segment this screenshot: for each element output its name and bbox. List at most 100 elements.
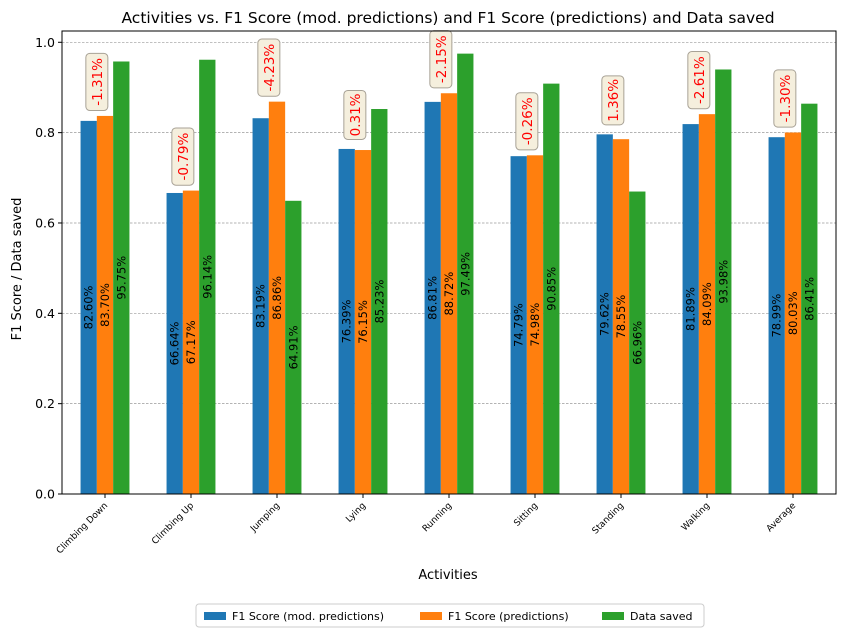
x-tick-label: Sitting bbox=[512, 501, 540, 529]
x-axis-label: Activities bbox=[418, 568, 478, 583]
y-tick-label: 0.0 bbox=[35, 487, 55, 502]
bar bbox=[424, 101, 441, 495]
difference-annotation: -1.30% bbox=[773, 69, 797, 128]
bar-value-label: 74.79% bbox=[512, 303, 526, 347]
bar-value-label: 86.81% bbox=[426, 276, 440, 320]
bar-value-label: 88.72% bbox=[442, 272, 456, 316]
difference-annotation: -1.31% bbox=[85, 52, 109, 112]
difference-annotation: -2.15% bbox=[429, 30, 453, 89]
difference-box bbox=[343, 89, 367, 140]
bar bbox=[354, 150, 372, 494]
y-tick-label: 0.8 bbox=[35, 125, 55, 140]
bars bbox=[80, 53, 818, 495]
legend-swatch bbox=[420, 612, 442, 620]
legend-frame bbox=[195, 603, 705, 628]
difference-box bbox=[601, 75, 625, 126]
bar-value-label: 97.49% bbox=[458, 252, 472, 296]
difference-label: -4.23% bbox=[262, 44, 278, 92]
bar bbox=[182, 190, 200, 494]
x-tick-label: Standing bbox=[591, 501, 626, 536]
bar-value-label: 76.39% bbox=[340, 299, 354, 343]
bar-value-label: 78.99% bbox=[770, 294, 784, 338]
difference-box bbox=[171, 127, 195, 186]
legend-label: F1 Score (mod. predictions) bbox=[232, 610, 384, 623]
y-tick-label: 0.6 bbox=[35, 215, 55, 230]
difference-box bbox=[257, 38, 281, 97]
bar bbox=[596, 134, 613, 494]
difference-label: -1.30% bbox=[778, 74, 794, 122]
bar bbox=[526, 155, 544, 494]
bar bbox=[510, 156, 527, 494]
y-tick-label: 1.0 bbox=[35, 35, 55, 50]
bar-value-label: 64.91% bbox=[286, 325, 300, 369]
bar-value-label: 81.89% bbox=[684, 287, 698, 331]
y-tick-label: 0.4 bbox=[35, 306, 55, 321]
bar bbox=[199, 59, 216, 495]
y-axis-label: F1 Score / Data saved bbox=[10, 198, 25, 341]
y-tick-label: 0.2 bbox=[35, 396, 55, 411]
bar-value-label: 78.55% bbox=[614, 295, 628, 339]
bar-value-label: 95.75% bbox=[114, 256, 128, 300]
bar bbox=[457, 53, 474, 495]
difference-label: -1.31% bbox=[90, 58, 106, 106]
bar-value-label: 90.85% bbox=[544, 267, 558, 311]
bar bbox=[629, 191, 646, 494]
bar-value-label: 82.60% bbox=[82, 285, 96, 329]
bar-value-label: 80.03% bbox=[786, 291, 800, 335]
difference-box bbox=[515, 92, 539, 151]
bar bbox=[698, 114, 716, 495]
bar-value-label: 85.23% bbox=[372, 280, 386, 324]
legend-swatch bbox=[204, 612, 226, 620]
difference-box bbox=[85, 52, 109, 112]
x-tick-label: Average bbox=[765, 501, 799, 535]
bar bbox=[784, 132, 802, 494]
bar bbox=[285, 200, 302, 494]
bar-value-label: 83.19% bbox=[254, 284, 268, 328]
x-tick-label: Running bbox=[421, 501, 454, 534]
bar-value-label: 83.70% bbox=[98, 283, 112, 327]
difference-annotation: 0.31% bbox=[343, 89, 367, 140]
bar-value-label: 96.14% bbox=[200, 255, 214, 299]
bar bbox=[371, 109, 388, 494]
difference-annotation: -0.79% bbox=[171, 127, 195, 186]
bar bbox=[715, 69, 732, 494]
value-labels: 82.60% 83.70%95.75% 66.64% 67.17% 96.14% 83.1… bbox=[82, 252, 817, 370]
bar bbox=[440, 93, 458, 494]
x-tick-label: Lying bbox=[344, 501, 368, 525]
bar-value-label: 74.98% bbox=[528, 303, 542, 347]
difference-label: -2.15% bbox=[434, 35, 450, 83]
chart-title: Activities vs. F1 Score (mod. prediction… bbox=[121, 9, 774, 27]
x-axis: Climbing Down Climbing Up Jumping Lying Runn… bbox=[55, 494, 799, 556]
difference-annotation: -0.26% bbox=[515, 92, 539, 151]
legend: F1 Score (mod. predictions) F1 Score (pre… bbox=[195, 603, 705, 628]
legend-swatch bbox=[602, 612, 624, 620]
bar-value-label: 79.62% bbox=[598, 292, 612, 336]
bar bbox=[682, 124, 699, 495]
x-tick-label: Walking bbox=[680, 501, 712, 533]
difference-annotation: -4.23% bbox=[257, 38, 281, 97]
legend-label: F1 Score (predictions) bbox=[448, 610, 569, 623]
difference-annotations: -1.31% -0.79% -4.23% 0.31% -2.15% -0.26% 1.36%… bbox=[85, 30, 797, 186]
difference-label: -0.79% bbox=[176, 133, 192, 181]
bar bbox=[96, 115, 114, 495]
bar bbox=[113, 61, 130, 495]
difference-annotation: 1.36% bbox=[601, 75, 625, 126]
bar-value-label: 66.96% bbox=[630, 321, 644, 365]
difference-label: -0.26% bbox=[520, 97, 536, 145]
bar-value-label: 86.86% bbox=[270, 276, 284, 320]
y-axis: 0.0 0.2 0.4 0.6 0.8 1.0 bbox=[35, 35, 62, 502]
difference-box bbox=[773, 69, 797, 128]
bar-value-label: 67.17% bbox=[184, 320, 198, 364]
difference-label: 1.36% bbox=[606, 79, 622, 122]
x-tick-label: Climbing Up bbox=[150, 501, 196, 547]
bar bbox=[268, 101, 286, 494]
difference-annotation: -2.61% bbox=[687, 51, 711, 110]
bar-value-label: 66.64% bbox=[168, 321, 182, 365]
bar-value-label: 76.15% bbox=[356, 300, 370, 344]
difference-label: 0.31% bbox=[348, 93, 364, 136]
bar-value-label: 93.98% bbox=[716, 260, 730, 304]
bar bbox=[801, 103, 818, 494]
bar bbox=[80, 120, 97, 494]
legend-label: Data saved bbox=[630, 610, 693, 623]
